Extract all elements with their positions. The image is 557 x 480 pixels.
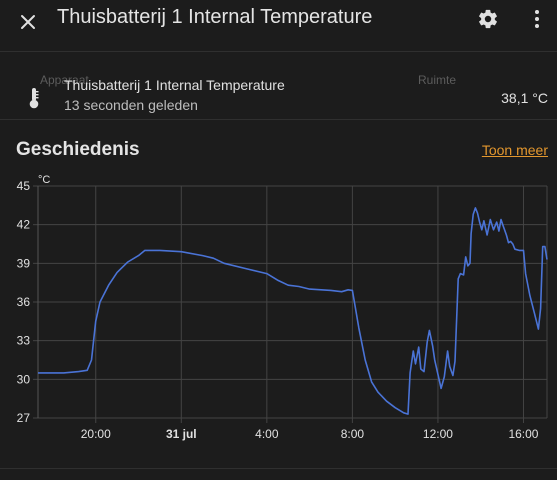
more-options-button[interactable] bbox=[528, 6, 546, 32]
y-tick-label: 39 bbox=[17, 256, 31, 270]
thermometer-icon bbox=[29, 88, 39, 109]
close-icon bbox=[21, 15, 35, 29]
x-tick-label: 12:00 bbox=[423, 427, 453, 441]
entity-name: Thuisbatterij 1 Internal Temperature bbox=[64, 77, 285, 93]
gear-icon bbox=[479, 9, 497, 29]
settings-button[interactable] bbox=[475, 6, 501, 32]
unit-label: °C bbox=[38, 174, 50, 186]
last-changed-time: 13 seconden geleden bbox=[64, 97, 198, 113]
entity-state-value: 38,1 °C bbox=[501, 90, 548, 106]
history-title: Geschiedenis bbox=[16, 139, 140, 160]
more-vertical-icon bbox=[535, 10, 539, 28]
history-chart[interactable]: 27 30 33 36 39 42 45 20:00 31 jul 4:00 8:00 12:00 16… bbox=[0, 168, 557, 450]
dialog-header: Thuisbatterij 1 Internal Temperature bbox=[0, 0, 557, 52]
y-tick-label: 36 bbox=[17, 295, 31, 309]
dialog-title: Thuisbatterij 1 Internal Temperature bbox=[57, 6, 373, 28]
x-tick-label: 4:00 bbox=[255, 427, 279, 441]
y-tick-label: 27 bbox=[17, 411, 31, 425]
x-tick-label: 8:00 bbox=[341, 427, 365, 441]
x-tick-label: 20:00 bbox=[81, 427, 111, 441]
close-button[interactable] bbox=[14, 8, 42, 36]
y-tick-label: 30 bbox=[17, 372, 31, 386]
temperature-series-line bbox=[38, 207, 548, 415]
y-tick-label: 45 bbox=[17, 179, 31, 193]
room-label: Ruimte bbox=[418, 73, 457, 87]
x-tick-label: 16:00 bbox=[508, 427, 538, 441]
entity-state-row: Apparaat Ruimte Thuisbatterij 1 Internal… bbox=[0, 52, 557, 120]
y-tick-label: 33 bbox=[17, 334, 31, 348]
area-label: Apparaat bbox=[40, 73, 89, 87]
y-tick-label: 42 bbox=[17, 218, 31, 232]
show-more-link[interactable]: Toon meer bbox=[481, 142, 548, 158]
x-tick-label: 31 jul bbox=[166, 427, 197, 441]
divider bbox=[0, 468, 557, 469]
